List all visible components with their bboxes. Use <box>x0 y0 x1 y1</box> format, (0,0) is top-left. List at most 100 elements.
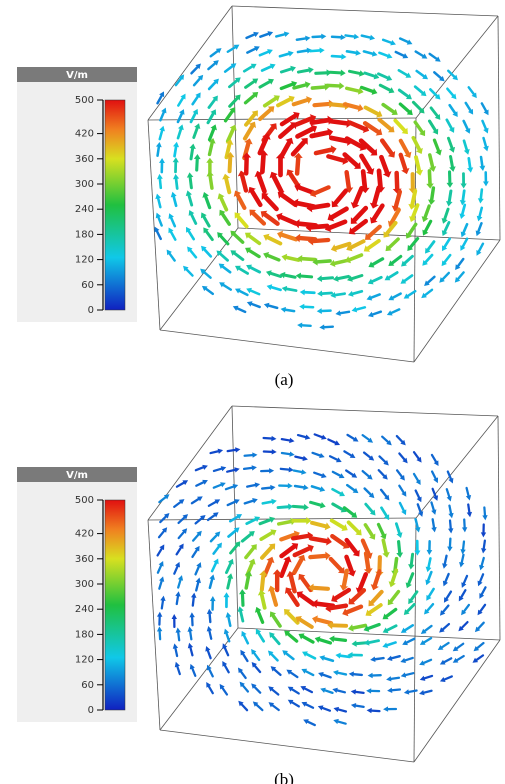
arrow-shaft <box>369 641 379 643</box>
arrow-shaft <box>178 98 183 106</box>
arrow-shaft <box>158 147 159 156</box>
arrow-shaft <box>242 175 246 190</box>
arrow-head <box>396 552 403 557</box>
arrow-shaft <box>262 595 265 608</box>
arrow-shaft <box>431 108 437 116</box>
arrow-shaft <box>451 156 453 166</box>
arrow-head <box>304 504 309 511</box>
arrow-head <box>354 34 359 40</box>
arrow-shaft <box>462 622 468 628</box>
arrow-head <box>308 67 314 73</box>
arrow-head <box>281 254 287 261</box>
arrow-shaft <box>317 604 333 606</box>
arrow-shaft <box>262 547 272 558</box>
arrow-shaft <box>226 487 234 490</box>
arrow-shaft <box>310 50 319 51</box>
arrow-shaft <box>349 522 358 531</box>
arrow-shaft <box>208 114 213 123</box>
cube-edge <box>160 628 238 730</box>
arrow-shaft <box>193 598 194 606</box>
arrow-head <box>235 447 240 452</box>
arrow-head <box>156 142 162 147</box>
arrow-shaft <box>363 172 365 189</box>
arrow-shaft <box>191 67 197 73</box>
arrow-shaft <box>241 672 246 678</box>
arrow-shaft <box>174 197 176 206</box>
arrow-head <box>273 569 282 574</box>
arrow-shaft <box>401 141 408 154</box>
arrow-shaft <box>317 261 330 262</box>
arrow-shaft <box>302 325 311 326</box>
arrow-shaft <box>244 635 248 643</box>
arrow-shaft <box>297 38 306 39</box>
arrow-shaft <box>272 705 278 710</box>
arrow-shaft <box>179 518 185 523</box>
arrow-shaft <box>178 580 180 588</box>
arrow-shaft <box>433 489 436 496</box>
arrow-shaft <box>325 690 333 693</box>
arrow-shaft <box>333 472 340 476</box>
arrow-head <box>348 624 354 631</box>
arrow-head <box>173 643 178 648</box>
cube-edge <box>416 416 498 518</box>
arrow-shaft <box>347 172 349 188</box>
arrow-head <box>352 640 357 646</box>
panel: V/m500420360300240180120600(b) <box>17 406 500 784</box>
arrow-shaft <box>413 138 419 150</box>
arrow-shaft <box>482 558 484 566</box>
arrow-shaft <box>196 467 203 470</box>
arrow-shaft <box>366 108 378 114</box>
arrow-shaft <box>179 532 184 538</box>
cube-edge <box>148 406 232 520</box>
tick-label: 60 <box>81 280 94 291</box>
arrow-head <box>447 496 452 502</box>
arrow-shaft <box>399 542 400 553</box>
arrow-shaft <box>176 179 177 189</box>
arrow-shaft <box>447 489 449 497</box>
arrow-shaft <box>355 188 362 204</box>
arrow-shaft <box>281 69 291 72</box>
arrow-shaft <box>178 632 179 640</box>
arrow-shaft <box>175 648 177 656</box>
arrow-shaft <box>396 524 399 534</box>
arrow-shaft <box>466 103 471 110</box>
arrow-head <box>368 673 373 678</box>
arrow-shaft <box>340 312 349 313</box>
arrow-head <box>189 612 194 617</box>
arrow-shaft <box>405 256 413 263</box>
arrow-shaft <box>391 678 399 679</box>
colorbar-unit: V/m <box>66 70 88 81</box>
arrow-shaft <box>210 614 211 622</box>
cube-edge <box>414 640 500 762</box>
tick-label: 240 <box>75 204 94 215</box>
arrow-shaft <box>310 556 325 557</box>
arrow-shaft <box>383 40 391 43</box>
arrow-head <box>234 467 239 472</box>
arrow-shaft <box>369 227 380 237</box>
arrow-head <box>442 563 447 568</box>
arrow-shaft <box>323 708 330 711</box>
arrow-head <box>351 689 356 694</box>
colorbar <box>105 500 125 710</box>
arrow-shaft <box>234 253 242 259</box>
arrow-head <box>282 286 287 292</box>
arrow-shaft <box>389 239 398 248</box>
arrow-shaft <box>387 642 395 645</box>
arrow-shaft <box>445 676 452 679</box>
arrow-shaft <box>247 519 256 523</box>
arrow-shaft <box>269 306 277 308</box>
arrow-shaft <box>445 239 450 247</box>
arrow-shaft <box>279 522 291 524</box>
arrow-shaft <box>464 576 467 583</box>
arrow-shaft <box>330 456 337 459</box>
arrow-shaft <box>271 287 280 290</box>
cube-edge <box>160 330 414 362</box>
arrow-head <box>333 670 338 675</box>
arrow-shaft <box>463 239 467 247</box>
arrow-shaft <box>223 267 230 273</box>
arrow-shaft <box>225 66 232 71</box>
arrow-shaft <box>312 120 328 123</box>
arrow-head <box>335 653 340 659</box>
arrow-shaft <box>381 157 387 173</box>
arrow-shaft <box>433 519 434 527</box>
